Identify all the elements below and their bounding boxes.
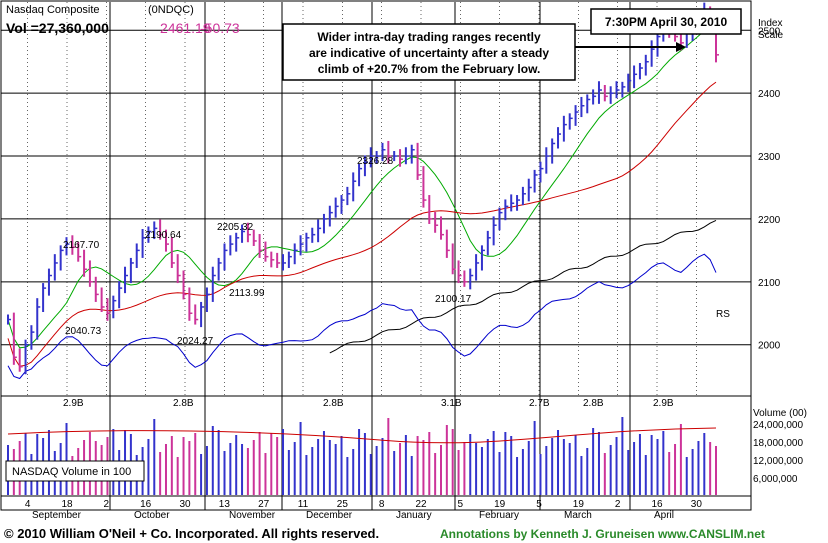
volume-annotation: 2.7B xyxy=(529,398,550,409)
month-label: January xyxy=(396,510,432,521)
scale-label-scale: Scale xyxy=(758,30,783,41)
x-tick-label: 19 xyxy=(494,499,506,510)
volume-legend-box xyxy=(5,460,145,482)
change-readout: -50.73 xyxy=(200,20,240,36)
volume-annotation: 2.9B xyxy=(653,398,674,409)
x-tick-label: 5 xyxy=(536,499,542,510)
y-tick-label: 2500 xyxy=(758,26,781,37)
rs-line xyxy=(7,253,717,380)
volume-axis-label: 6,000,000 xyxy=(753,474,798,485)
x-tick-label: 25 xyxy=(337,499,349,510)
volume-axis-label: 18,000,000 xyxy=(753,438,803,449)
volume-axis-label: 12,000,000 xyxy=(753,456,803,467)
month-label: December xyxy=(306,510,353,521)
x-tick-label: 22 xyxy=(415,499,427,510)
index-name: Nasdaq Composite xyxy=(6,4,100,16)
volume-axis-label: 24,000,000 xyxy=(753,420,803,431)
ma200-line xyxy=(7,81,717,367)
price-annotation: 2167.70 xyxy=(63,240,100,251)
volume-annotation: 3.1B xyxy=(441,398,462,409)
y-tick-label: 2400 xyxy=(758,89,781,100)
x-tick-label: 16 xyxy=(140,499,152,510)
x-tick-label: 5 xyxy=(458,499,464,510)
price-annotation: 2190.64 xyxy=(145,230,182,241)
volume-average-line xyxy=(7,427,717,444)
volume-annotation: 2.8B xyxy=(173,398,194,409)
y-tick-label: 2200 xyxy=(758,215,781,226)
credit-text: Annotations by Kenneth J. Gruneisen www.… xyxy=(440,527,765,541)
x-tick-label: 13 xyxy=(219,499,231,510)
x-tick-label: 4 xyxy=(25,499,31,510)
x-tick-label: 8 xyxy=(379,499,385,510)
y-tick-label: 2300 xyxy=(758,152,781,163)
price-annotation: 2113.99 xyxy=(229,288,265,299)
y-tick-label: 2100 xyxy=(758,278,781,289)
scale-label-index: Index xyxy=(758,18,782,29)
date-axis-frame xyxy=(0,495,752,511)
copyright-text: © 2010 William O'Neil + Co. Incorporated… xyxy=(4,526,379,541)
price-readout: 2461.19 xyxy=(160,20,211,36)
month-label: February xyxy=(479,510,519,521)
x-tick-label: 30 xyxy=(691,499,703,510)
index-symbol: (0NDQC) xyxy=(148,4,194,16)
x-tick-label: 27 xyxy=(258,499,270,510)
x-tick-label: 16 xyxy=(651,499,663,510)
x-tick-label: 2 xyxy=(104,499,110,510)
volume-annotation: 2.9B xyxy=(63,398,84,409)
price-annotation: 2100.17 xyxy=(435,294,472,305)
month-label: March xyxy=(564,510,592,521)
month-label: April xyxy=(654,510,674,521)
price-annotation: 2205.32 xyxy=(217,222,254,233)
volume-annotation: 2.8B xyxy=(323,398,344,409)
price-annotation: 2326.28 xyxy=(357,156,394,167)
annotation-line-2: are indicative of uncertainty after a st… xyxy=(309,46,549,60)
month-label: October xyxy=(134,510,170,521)
rs-label: RS xyxy=(716,309,730,320)
volume-annotation: 2.8B xyxy=(583,398,604,409)
annotation-line-1: Wider intra-day trading ranges recently xyxy=(317,30,541,44)
annotation-line-3: climb of +20.7% from the February low. xyxy=(318,62,541,76)
y-tick-label: 2000 xyxy=(758,341,781,352)
price-annotation: 2024.27 xyxy=(177,336,214,347)
long-ma-line xyxy=(329,219,717,354)
date-text: 7:30PM April 30, 2010 xyxy=(605,15,728,29)
volume-bars xyxy=(7,417,717,495)
x-tick-label: 18 xyxy=(61,499,73,510)
x-tick-label: 2 xyxy=(615,499,621,510)
volume-title: Volume (00) xyxy=(753,408,807,419)
arrow-head-icon xyxy=(676,42,686,52)
price-annotation: 2040.73 xyxy=(65,326,102,337)
month-label: November xyxy=(229,510,276,521)
x-tick-label: 19 xyxy=(573,499,585,510)
volume-readout: Vol =27,360,000 xyxy=(6,20,109,36)
x-tick-label: 11 xyxy=(298,499,309,510)
x-tick-label: 30 xyxy=(179,499,191,510)
volume-legend: NASDAQ Volume in 100 xyxy=(12,466,131,478)
month-label: September xyxy=(32,510,82,521)
annotation-box xyxy=(282,23,576,81)
date-box xyxy=(590,8,742,35)
